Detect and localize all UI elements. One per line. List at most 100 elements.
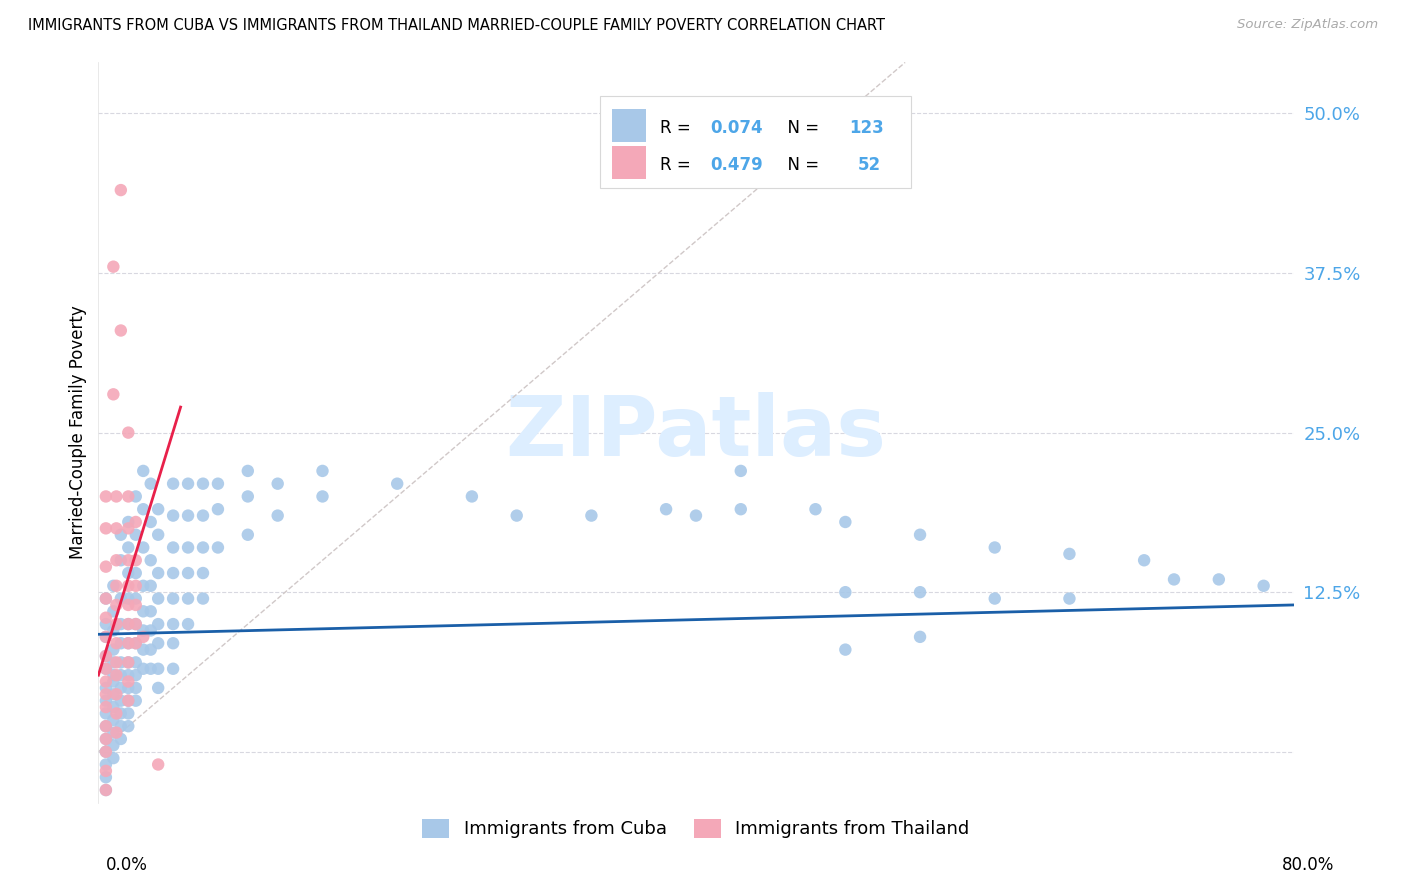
Point [162,636,184,650]
Point [311,490,333,504]
Point [94,521,117,535]
Point [94,648,117,663]
Point [834,642,856,657]
Point [110,617,132,632]
Point [94,662,117,676]
Point [139,642,162,657]
Point [804,502,827,516]
Point [105,521,128,535]
Point [162,617,184,632]
Point [236,464,259,478]
Point [105,706,128,721]
Point [94,681,117,695]
Point [125,681,148,695]
Point [94,770,117,784]
Point [117,668,139,682]
Point [94,745,117,759]
Text: 80.0%: 80.0% [1281,856,1334,874]
Point [103,579,125,593]
Point [117,521,139,535]
Point [94,591,117,606]
Point [117,490,139,504]
Point [311,464,333,478]
Point [110,183,132,197]
Point [110,591,132,606]
Point [110,694,132,708]
Point [177,476,200,491]
Point [148,502,170,516]
Point [139,476,162,491]
Point [1208,573,1230,587]
Point [908,630,931,644]
Point [117,636,139,650]
Point [94,630,117,644]
Text: Source: ZipAtlas.com: Source: ZipAtlas.com [1237,18,1378,31]
Point [117,719,139,733]
Point [94,648,117,663]
Point [125,579,148,593]
Text: R =: R = [661,119,696,136]
Point [110,731,132,746]
Point [94,731,117,746]
Point [908,585,931,599]
Point [191,476,214,491]
Text: 123: 123 [849,119,884,136]
Point [117,681,139,695]
Point [461,490,484,504]
Point [117,656,139,670]
Point [1133,553,1156,567]
Point [94,783,117,797]
Point [125,566,148,580]
Point [125,636,148,650]
Point [94,719,117,733]
Point [177,508,200,523]
Point [125,656,148,670]
Point [148,681,170,695]
Point [94,490,117,504]
Point [908,527,931,541]
Point [103,642,125,657]
Point [94,687,117,701]
Point [105,553,128,567]
Point [139,662,162,676]
Point [148,636,170,650]
Point [162,566,184,580]
Point [94,745,117,759]
Point [191,566,214,580]
Point [730,464,752,478]
Point [207,502,229,516]
Point [177,541,200,555]
Point [139,624,162,638]
Point [94,591,117,606]
Point [125,694,148,708]
Text: 0.074: 0.074 [710,119,763,136]
Point [125,636,148,650]
Point [94,731,117,746]
Point [685,508,707,523]
Point [132,579,155,593]
Point [105,656,128,670]
Point [117,515,139,529]
Point [655,502,678,516]
Point [117,656,139,670]
Point [105,668,128,682]
Point [103,604,125,618]
Point [125,591,148,606]
Point [125,598,148,612]
Point [94,706,117,721]
Legend: Immigrants from Cuba, Immigrants from Thailand: Immigrants from Cuba, Immigrants from Th… [415,812,977,846]
Point [125,553,148,567]
Point [148,617,170,632]
Point [105,687,128,701]
Point [125,617,148,632]
Point [110,636,132,650]
Point [984,541,1007,555]
Point [148,662,170,676]
Point [117,636,139,650]
Point [1163,573,1185,587]
Point [94,662,117,676]
Point [94,611,117,625]
Point [103,725,125,739]
Text: 0.0%: 0.0% [105,856,148,874]
Point [110,324,132,338]
